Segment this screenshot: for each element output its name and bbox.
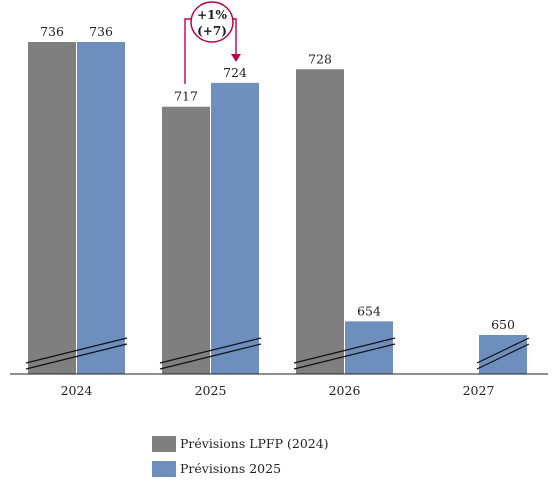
x-tick-label-2025: 2025 [195, 383, 227, 398]
value-label-lpfp-2026: 728 [308, 51, 332, 66]
bar-p2025-2026 [345, 321, 393, 374]
legend: Prévisions LPFP (2024) Prévisions 2025 [152, 434, 329, 484]
annotation-arrowhead [231, 54, 241, 62]
annotation-line-left [184, 18, 192, 84]
annotation-delta: (+7) [197, 24, 227, 38]
legend-swatch-lpfp [152, 435, 176, 452]
bar-lpfp-2024 [28, 42, 76, 374]
change-annotation: +1% (+7) [184, 1, 241, 84]
value-label-lpfp-2024: 736 [40, 24, 64, 39]
axis-break-line-2024-2 [25, 337, 128, 364]
legend-label-2025: Prévisions 2025 [180, 461, 282, 476]
axis-break-line-2026-1 [293, 343, 396, 370]
axis-break-line-2027-1 [476, 343, 530, 370]
x-tick-label-2024: 2024 [61, 383, 93, 398]
annotation-bubble [190, 1, 234, 43]
bar-lpfp-2026 [296, 69, 344, 375]
value-label-lpfp-2025: 717 [174, 89, 198, 104]
axis-break-line-2024-1 [25, 343, 128, 370]
legend-label-lpfp: Prévisions LPFP (2024) [180, 436, 329, 451]
bar-p2025-2025 [211, 82, 259, 374]
value-label-p2025-2025: 724 [223, 65, 247, 80]
bar-p2025-2027 [479, 335, 527, 374]
axis-break-line-2026-2 [293, 337, 396, 364]
axis-break-line-2025-2 [159, 337, 262, 364]
axis-break-line-2027-2 [476, 337, 530, 364]
axis-break-line-2025-1 [159, 343, 262, 370]
value-label-p2025-2026: 654 [357, 303, 381, 318]
x-tick-label-2027: 2027 [463, 383, 495, 398]
legend-item-2025: Prévisions 2025 [152, 459, 329, 478]
value-label-p2025-2027: 650 [491, 317, 515, 332]
x-tick-label-2026: 2026 [329, 383, 361, 398]
legend-swatch-2025 [152, 460, 176, 477]
legend-item-lpfp: Prévisions LPFP (2024) [152, 434, 329, 453]
bar-lpfp-2025 [162, 106, 210, 375]
annotation-percent: +1% [197, 8, 227, 22]
value-label-p2025-2024: 736 [89, 24, 113, 39]
bar-p2025-2024 [77, 42, 125, 374]
